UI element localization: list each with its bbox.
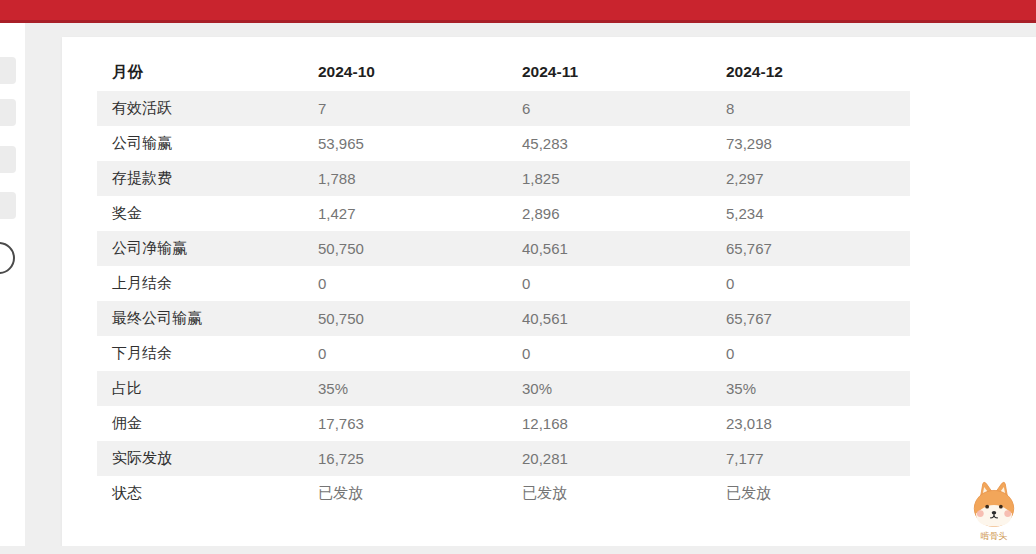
row-value: 50,750 (303, 301, 507, 336)
row-value: 16,725 (303, 441, 507, 476)
column-header-month: 2024-10 (303, 60, 507, 91)
row-value: 30% (507, 371, 711, 406)
sidebar-skeleton-item (0, 146, 16, 173)
row-value: 35% (303, 371, 507, 406)
row-label: 奖金 (97, 196, 303, 231)
column-header-month: 2024-11 (507, 60, 711, 91)
mascot-widget[interactable]: 啃骨头 (964, 481, 1024, 541)
row-value: 0 (711, 266, 910, 301)
table-body: 有效活跃768公司输赢53,96545,28373,298存提款费1,7881,… (97, 91, 910, 511)
row-label: 状态 (97, 476, 303, 511)
row-label: 公司输赢 (97, 126, 303, 161)
row-value: 6 (507, 91, 711, 126)
table-row: 下月结余000 (97, 336, 910, 371)
table-row: 占比35%30%35% (97, 371, 910, 406)
row-value: 65,767 (711, 301, 910, 336)
row-value: 0 (507, 266, 711, 301)
table-row: 实际发放16,72520,2817,177 (97, 441, 910, 476)
table-row: 公司净输赢50,75040,56165,767 (97, 231, 910, 266)
row-value: 7 (303, 91, 507, 126)
row-value: 45,283 (507, 126, 711, 161)
row-value: 1,825 (507, 161, 711, 196)
row-label: 上月结余 (97, 266, 303, 301)
top-app-bar (0, 0, 1036, 23)
table-row: 佣金17,76312,16823,018 (97, 406, 910, 441)
shiba-dog-icon (968, 481, 1020, 529)
row-value: 40,561 (507, 231, 711, 266)
table-row: 奖金1,4272,8965,234 (97, 196, 910, 231)
row-value: 已发放 (507, 476, 711, 511)
row-label: 佣金 (97, 406, 303, 441)
row-label: 最终公司输赢 (97, 301, 303, 336)
column-header-month: 2024-12 (711, 60, 910, 91)
monthly-report-table: 月份2024-102024-112024-12 有效活跃768公司输赢53,96… (97, 60, 910, 511)
row-value: 7,177 (711, 441, 910, 476)
report-card: 月份2024-102024-112024-12 有效活跃768公司输赢53,96… (62, 37, 1036, 547)
row-value: 23,018 (711, 406, 910, 441)
row-label: 下月结余 (97, 336, 303, 371)
monthly-report-table-wrap: 月份2024-102024-112024-12 有效活跃768公司输赢53,96… (97, 60, 910, 511)
row-label: 有效活跃 (97, 91, 303, 126)
table-row: 最终公司输赢50,75040,56165,767 (97, 301, 910, 336)
table-row: 存提款费1,7881,8252,297 (97, 161, 910, 196)
sidebar-edge (0, 23, 25, 554)
row-value: 8 (711, 91, 910, 126)
row-label: 实际发放 (97, 441, 303, 476)
row-value: 0 (303, 266, 507, 301)
row-value: 17,763 (303, 406, 507, 441)
row-value: 20,281 (507, 441, 711, 476)
row-value: 65,767 (711, 231, 910, 266)
sidebar-skeleton-item (0, 57, 16, 84)
sidebar-skeleton-item (0, 192, 16, 219)
row-value: 2,896 (507, 196, 711, 231)
row-label: 公司净输赢 (97, 231, 303, 266)
row-value: 5,234 (711, 196, 910, 231)
row-label: 存提款费 (97, 161, 303, 196)
row-value: 2,297 (711, 161, 910, 196)
row-value: 50,750 (303, 231, 507, 266)
column-header-label: 月份 (97, 60, 303, 91)
row-value: 0 (507, 336, 711, 371)
row-value: 12,168 (507, 406, 711, 441)
table-row: 上月结余000 (97, 266, 910, 301)
table-row: 有效活跃768 (97, 91, 910, 126)
row-value: 0 (711, 336, 910, 371)
row-value: 已发放 (303, 476, 507, 511)
row-value: 53,965 (303, 126, 507, 161)
mascot-label: 啃骨头 (964, 531, 1024, 541)
row-value: 73,298 (711, 126, 910, 161)
row-value: 40,561 (507, 301, 711, 336)
sidebar-toggle-button[interactable] (0, 242, 15, 274)
row-value: 1,427 (303, 196, 507, 231)
table-header-row: 月份2024-102024-112024-12 (97, 60, 910, 91)
table-row: 状态已发放已发放已发放 (97, 476, 910, 511)
sidebar-skeleton-item (0, 99, 16, 126)
row-value: 35% (711, 371, 910, 406)
page-bottom-gap (0, 546, 1036, 554)
row-label: 占比 (97, 371, 303, 406)
row-value: 0 (303, 336, 507, 371)
row-value: 已发放 (711, 476, 910, 511)
table-row: 公司输赢53,96545,28373,298 (97, 126, 910, 161)
row-value: 1,788 (303, 161, 507, 196)
